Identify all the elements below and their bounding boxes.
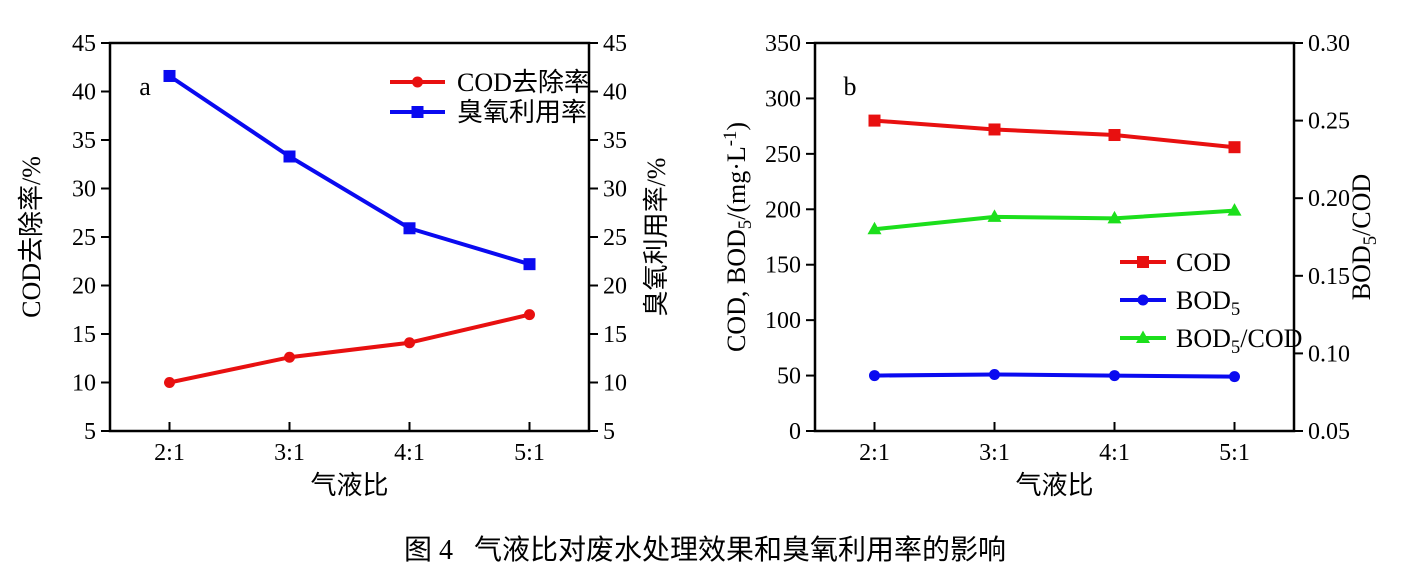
- series-green: [867, 203, 1242, 235]
- svg-text:2:1: 2:1: [154, 440, 185, 466]
- left-axis-title: COD, BOD5/(mg·L-1): [720, 122, 756, 352]
- svg-text:5: 5: [84, 419, 96, 445]
- svg-text:4:1: 4:1: [394, 440, 425, 466]
- svg-text:250: 250: [765, 142, 801, 168]
- legend-label: BOD5: [1176, 286, 1240, 320]
- svg-text:150: 150: [765, 253, 801, 279]
- svg-text:10: 10: [72, 371, 96, 397]
- svg-text:2:1: 2:1: [859, 440, 890, 466]
- svg-text:45: 45: [603, 31, 627, 57]
- legend-label: COD去除率: [457, 68, 590, 97]
- right-axis: 0.05 0.10 0.15 0.20 0.25 0.30: [1294, 31, 1350, 445]
- svg-text:30: 30: [72, 177, 96, 203]
- svg-text:4:1: 4:1: [1099, 440, 1130, 466]
- svg-text:20: 20: [603, 274, 627, 300]
- svg-text:15: 15: [603, 322, 627, 348]
- left-axis: 5 10 15 20 25 30 35 40 45: [72, 31, 110, 445]
- left-axis-title: COD去除率/%: [17, 156, 46, 318]
- svg-text:30: 30: [603, 177, 627, 203]
- legend-label: 臭氧利用率: [457, 98, 587, 127]
- legend-label: BOD5/COD: [1176, 324, 1302, 358]
- svg-text:5:1: 5:1: [1219, 440, 1250, 466]
- svg-text:350: 350: [765, 31, 801, 57]
- svg-text:0.30: 0.30: [1308, 31, 1350, 57]
- svg-text:0.15: 0.15: [1308, 264, 1350, 290]
- svg-text:40: 40: [72, 80, 96, 106]
- right-axis-title: 臭氧利用率/%: [642, 158, 671, 317]
- panel-label: b: [844, 72, 857, 101]
- svg-text:3:1: 3:1: [274, 440, 305, 466]
- panel-label: a: [139, 72, 151, 101]
- series-blue: [163, 69, 536, 271]
- series-blue: [869, 368, 1240, 383]
- figure-caption: 图 4 气液比对废水处理效果和臭氧利用率的影响: [403, 535, 1006, 566]
- svg-text:0.10: 0.10: [1308, 341, 1350, 367]
- right-axis-title: BOD5/COD: [1347, 174, 1381, 300]
- svg-text:40: 40: [603, 80, 627, 106]
- left-axis: 0 50 100 150 200 250 300 350: [765, 31, 815, 445]
- x-axis: 2:1 3:1 4:1 5:1: [154, 422, 545, 466]
- right-axis: 5 10 15 20 25 30 35 40 45: [589, 31, 627, 445]
- svg-text:20: 20: [72, 274, 96, 300]
- plot-border: [813, 41, 1296, 433]
- chart-panel-b: 0 50 100 150 200 250 300 350 0.05 0.10 0.15 0.20 0.2…: [720, 31, 1381, 500]
- legend: COD BOD5 BOD5/COD: [1120, 248, 1302, 358]
- svg-text:50: 50: [777, 364, 801, 390]
- svg-text:100: 100: [765, 308, 801, 334]
- x-axis: 2:1 3:1 4:1 5:1: [859, 422, 1250, 466]
- legend-label: COD: [1176, 248, 1231, 277]
- svg-text:25: 25: [603, 225, 627, 251]
- series-red: [164, 309, 535, 388]
- svg-text:45: 45: [72, 31, 96, 57]
- svg-text:25: 25: [72, 225, 96, 251]
- svg-text:0: 0: [789, 419, 801, 445]
- svg-text:0.05: 0.05: [1308, 419, 1350, 445]
- svg-text:200: 200: [765, 197, 801, 223]
- series-red: [868, 114, 1241, 154]
- chart-panel-a: 5 10 15 20 25 30 35 40 45 5 10 15 20 25 30 35 40 45 2:1 3:1…: [17, 31, 671, 500]
- svg-text:0.20: 0.20: [1308, 186, 1350, 212]
- svg-text:15: 15: [72, 322, 96, 348]
- svg-text:35: 35: [603, 128, 627, 154]
- x-axis-title: 气液比: [310, 471, 388, 500]
- svg-text:300: 300: [765, 86, 801, 112]
- svg-text:5: 5: [603, 419, 615, 445]
- svg-text:0.25: 0.25: [1308, 109, 1350, 135]
- x-axis-title: 气液比: [1015, 471, 1093, 500]
- svg-text:5:1: 5:1: [514, 440, 545, 466]
- svg-text:35: 35: [72, 128, 96, 154]
- svg-text:3:1: 3:1: [979, 440, 1010, 466]
- svg-text:10: 10: [603, 371, 627, 397]
